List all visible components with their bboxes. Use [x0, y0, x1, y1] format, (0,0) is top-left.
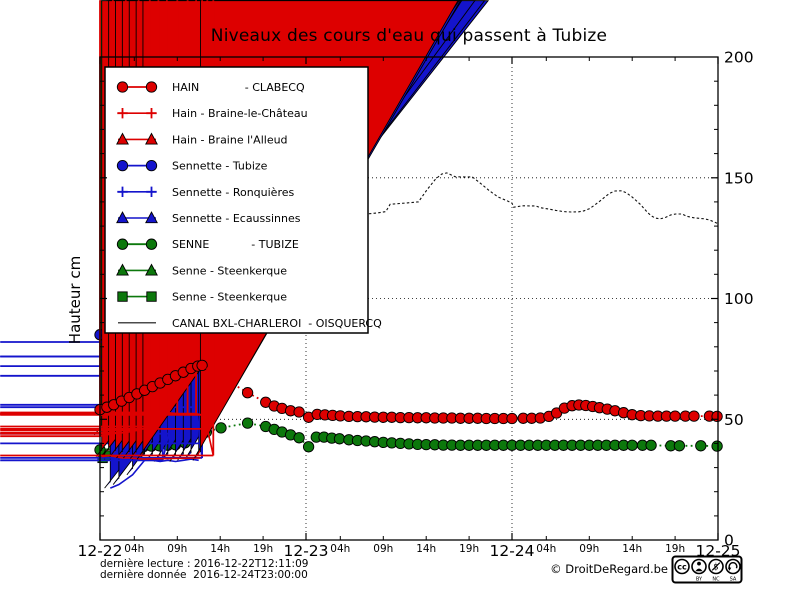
- x-major-label: 12-23: [283, 542, 328, 560]
- legend-entry-senne-tubize: SENNE - TUBIZE: [116, 238, 299, 251]
- footer-last-reading: dernière lecture : 2016-12-22T12:11:09: [100, 558, 309, 570]
- nc-icon: $: [708, 558, 724, 575]
- legend-label: Sennette - Tubize: [172, 160, 268, 173]
- sa-icon: [725, 558, 741, 575]
- legend-entry-senne-steenkerque-sq: Senne - Steenkerque: [117, 291, 287, 304]
- x-minor-label: 14h: [622, 543, 642, 555]
- legend-label: Hain - Braine l'Alleud: [172, 133, 288, 146]
- cc-license-badge: cc $ BY NC SA: [671, 555, 743, 584]
- copyright-text: © DroitDeRegard.be: [550, 562, 668, 576]
- svg-text:cc: cc: [677, 562, 687, 571]
- x-minor-label: 19h: [459, 543, 479, 555]
- legend-label: Senne - Steenkerque: [172, 291, 287, 304]
- y-major-label: 100: [724, 290, 754, 308]
- svg-text:$: $: [713, 563, 718, 573]
- nc-label: NC: [712, 576, 720, 582]
- legend-entry-hain-braine-alleud: Hain - Braine l'Alleud: [116, 132, 288, 146]
- x-minor-label: 04h: [330, 543, 350, 555]
- cc-badge-frame: [671, 555, 743, 584]
- x-minor-label: 09h: [373, 543, 393, 555]
- cc-icon: cc: [674, 558, 690, 575]
- x-minor-label: 14h: [210, 543, 230, 555]
- sa-label: SA: [730, 576, 737, 582]
- by-icon: [691, 558, 707, 575]
- legend-label: Sennette - Ronquières: [172, 186, 294, 199]
- by-label: BY: [696, 576, 703, 582]
- series-canal: [99, 172, 718, 224]
- y-axis-title: Hauteur cm: [66, 255, 84, 345]
- legend-label: HAIN - CLABECQ: [172, 81, 305, 94]
- series-senne-tubize: [94, 417, 723, 456]
- chart-legend: HAIN - CLABECQ Hain - Braine-le-Château Ha…: [104, 66, 382, 334]
- footer-last-data: dernière donnée 2016-12-24T23:00:00: [100, 569, 308, 581]
- y-major-label: 200: [724, 49, 754, 67]
- legend-entry-sennette-tubize: Sennette - Tubize: [116, 160, 268, 173]
- legend-label: SENNE - TUBIZE: [172, 238, 299, 251]
- legend-entry-sennette-ronquieres: Sennette - Ronquières: [117, 186, 294, 199]
- x-major-label: 12-24: [489, 542, 534, 560]
- x-minor-label: 09h: [167, 543, 187, 555]
- x-minor-label: 04h: [124, 543, 144, 555]
- x-minor-label: 14h: [416, 543, 436, 555]
- x-major-label: 12-22: [77, 542, 122, 560]
- legend-entry-senne-steenkerque-tri: Senne - Steenkerque: [116, 263, 287, 277]
- chart-title: Niveaux des cours d'eau qui passent à Tu…: [210, 26, 608, 46]
- legend-label: CANAL BXL-CHARLEROI - OISQUERCQ: [172, 317, 382, 330]
- legend-label: Senne - Steenkerque: [172, 264, 287, 277]
- series-hain-clabecq: [94, 359, 723, 425]
- legend-entry-sennette-ecaussinnes: Sennette - Ecaussinnes: [116, 211, 301, 225]
- legend-entry-hain-braine-le-chateau: Hain - Braine-le-Château: [117, 107, 308, 120]
- x-minor-label: 09h: [579, 543, 599, 555]
- y-major-label: 0: [724, 532, 734, 550]
- legend-entry-canal: CANAL BXL-CHARLEROI - OISQUERCQ: [118, 317, 382, 330]
- x-minor-label: 04h: [536, 543, 556, 555]
- legend-label: Sennette - Ecaussinnes: [172, 212, 301, 225]
- legend-label: Hain - Braine-le-Château: [172, 107, 308, 120]
- x-minor-label: 19h: [253, 543, 273, 555]
- y-major-label: 50: [724, 411, 744, 429]
- x-minor-label: 19h: [665, 543, 685, 555]
- legend-entry-hain-clabecq: HAIN - CLABECQ: [116, 81, 305, 94]
- y-major-label: 150: [724, 169, 754, 187]
